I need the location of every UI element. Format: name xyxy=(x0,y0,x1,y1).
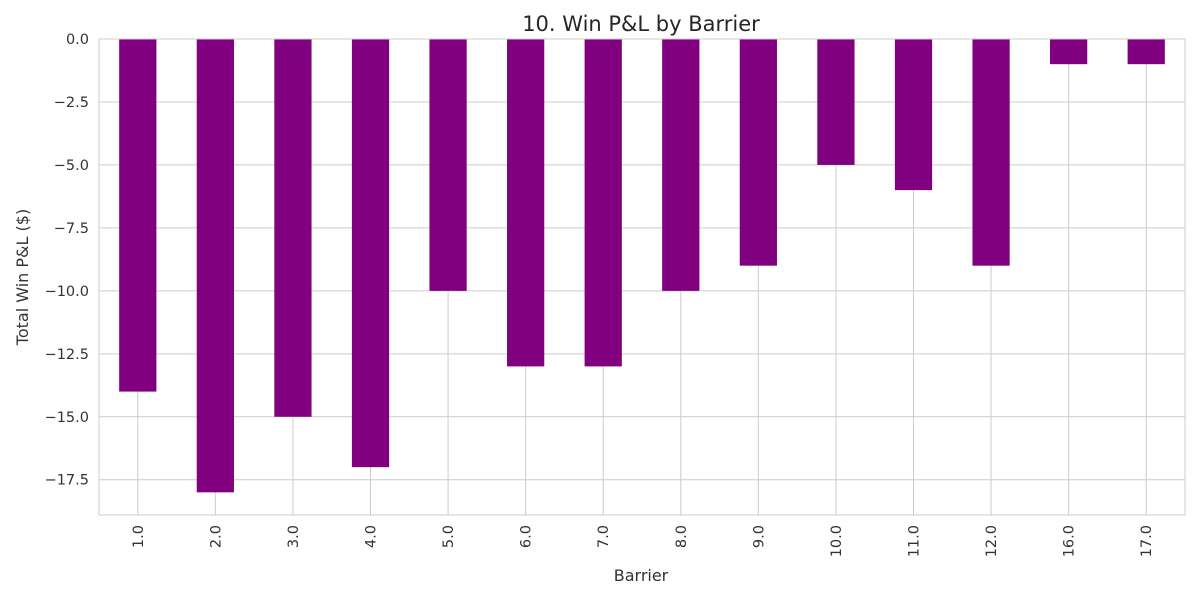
bar-barrier-9.0 xyxy=(739,39,777,266)
x-tick-label: 2.0 xyxy=(208,525,224,548)
x-tick-label: 4.0 xyxy=(364,525,380,548)
bar-barrier-5.0 xyxy=(429,39,467,291)
x-tick-label: 16.0 xyxy=(1062,525,1078,557)
y-tick-label: −17.5 xyxy=(45,473,89,489)
bar-barrier-7.0 xyxy=(584,39,622,367)
x-tick-label: 9.0 xyxy=(751,525,767,548)
bar-barrier-6.0 xyxy=(507,39,545,367)
x-tick-labels: 1.0 2.0 3.0 4.0 5.0 6.0 7.0 8.0 9.0 10.0 11.0 12.0 1… xyxy=(131,525,1155,557)
bars xyxy=(119,39,1165,493)
y-tick-label: 0.0 xyxy=(66,32,89,48)
x-tick-label: 8.0 xyxy=(674,525,690,548)
y-tick-label: −10.0 xyxy=(45,284,89,300)
x-tick-label: 17.0 xyxy=(1139,525,1155,557)
chart-title: 10. Win P&L by Barrier xyxy=(522,12,760,36)
y-tick-label: −7.5 xyxy=(54,221,89,237)
y-tick-label: −15.0 xyxy=(45,410,89,426)
x-tick-label: 12.0 xyxy=(984,525,1000,557)
x-axis-label: Barrier xyxy=(614,566,669,585)
bar-barrier-12.0 xyxy=(972,39,1010,266)
x-tick-label: 5.0 xyxy=(441,525,457,548)
x-tick-label: 10.0 xyxy=(829,525,845,557)
bar-barrier-2.0 xyxy=(196,39,234,493)
bar-barrier-3.0 xyxy=(274,39,312,417)
y-tick-label: −5.0 xyxy=(54,158,89,174)
y-tick-labels: 0.0 −2.5 −5.0 −7.5 −10.0 −12.5 −15.0 −17.5 xyxy=(45,32,89,489)
x-tick-label: 7.0 xyxy=(596,525,612,548)
x-tick-label: 11.0 xyxy=(907,525,923,557)
bar-barrier-17.0 xyxy=(1127,39,1165,65)
plot-area-frame xyxy=(98,38,1186,516)
y-axis-label: Total Win P&L ($) xyxy=(13,209,32,346)
x-tick-label: 3.0 xyxy=(286,525,302,548)
bar-barrier-1.0 xyxy=(119,39,157,392)
bar-barrier-16.0 xyxy=(1050,39,1088,65)
bar-barrier-10.0 xyxy=(817,39,855,165)
x-tick-label: 6.0 xyxy=(519,525,535,548)
bar-barrier-11.0 xyxy=(894,39,933,191)
y-tick-label: −2.5 xyxy=(54,95,89,111)
x-tick-label: 1.0 xyxy=(131,525,147,548)
bar-barrier-8.0 xyxy=(662,39,700,291)
y-tick-label: −12.5 xyxy=(45,347,89,363)
bar-barrier-4.0 xyxy=(351,39,390,468)
